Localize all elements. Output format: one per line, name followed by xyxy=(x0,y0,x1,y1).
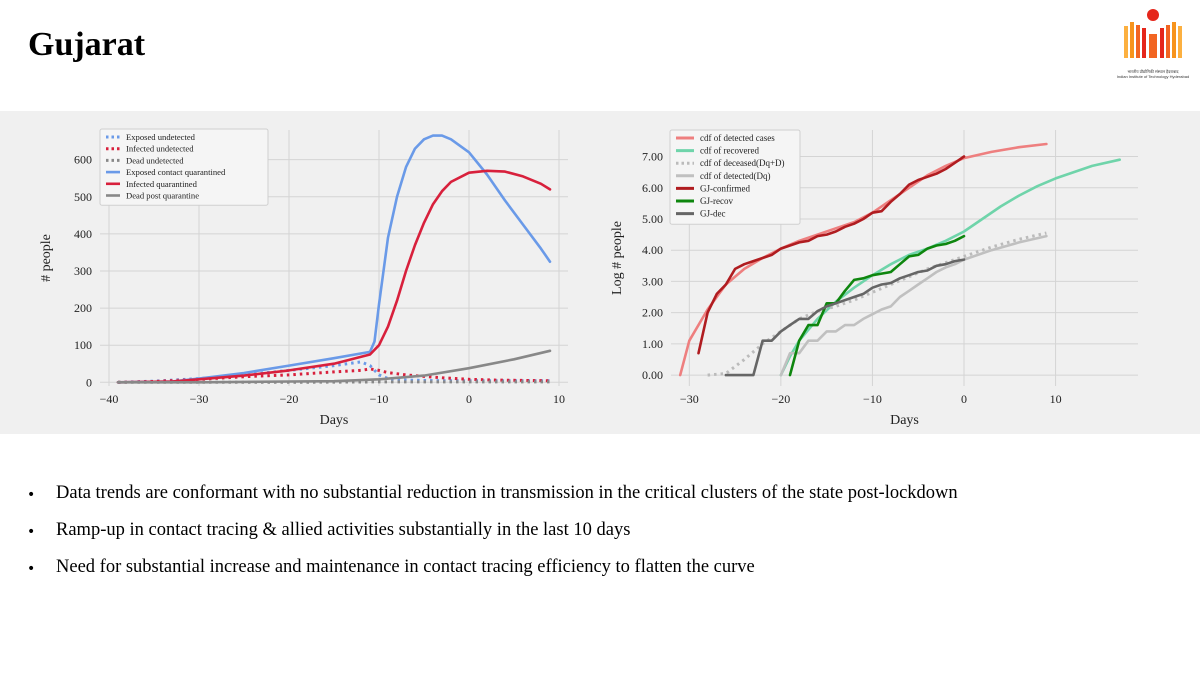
slide-title: Gujarat xyxy=(28,26,146,63)
x-tick-label: 10 xyxy=(553,392,565,406)
y-tick-label: 100 xyxy=(74,338,92,352)
y-tick-label: 6.00 xyxy=(642,181,663,195)
legend-label: Dead post quarantine xyxy=(126,191,199,201)
bullet-text: Need for substantial increase and mainte… xyxy=(56,557,755,577)
bullet-text: Data trends are conformant with no subst… xyxy=(56,483,958,503)
iith-logo: भारतीय प्रौद्योगिकी संस्थान हैदराबाद Ind… xyxy=(1116,8,1190,79)
series-line-cdf-of-deceased-dq-d xyxy=(707,231,1047,377)
series-line-infected-quarantined xyxy=(116,169,552,384)
legend-label: GJ-recov xyxy=(700,196,733,206)
legend-box xyxy=(99,128,269,206)
x-tick-label: −10 xyxy=(863,392,882,406)
x-axis-label: Days xyxy=(890,413,919,428)
legend-box xyxy=(669,129,801,225)
y-tick-label: 300 xyxy=(74,264,92,278)
bullet-list: • Data trends are conformant with no subs… xyxy=(27,483,1187,594)
bullet-item: • Ramp-up in contact tracing & allied act… xyxy=(27,520,1187,541)
legend-label: GJ-confirmed xyxy=(700,183,750,193)
y-tick-label: 1.00 xyxy=(642,337,663,351)
series-line-gj-dec xyxy=(724,258,966,377)
y-tick-label: 200 xyxy=(74,301,92,315)
left-chart: −40 −30 −20 −10 0 100100200300400500600Days# … xyxy=(39,128,568,428)
legend-label: cdf of recovered xyxy=(700,146,759,156)
iith-logo-mark xyxy=(1124,9,1182,58)
y-tick-label: 500 xyxy=(74,190,92,204)
bullet-dot-icon: • xyxy=(27,561,36,577)
y-tick-label: 400 xyxy=(74,227,92,241)
x-tick-label: −20 xyxy=(280,392,299,406)
series-line-gj-confirmed xyxy=(697,155,966,355)
y-tick-label: 3.00 xyxy=(642,274,663,288)
legend-label: Infected undetected xyxy=(126,144,194,154)
y-tick-label: 0.00 xyxy=(642,368,663,382)
legend-label: Exposed contact quarantined xyxy=(126,167,226,177)
legend-label: cdf of detected(Dq) xyxy=(700,171,770,181)
y-tick-label: 5.00 xyxy=(642,212,663,226)
x-tick-label: 0 xyxy=(961,392,967,406)
legend-label: cdf of deceased(Dq+D) xyxy=(700,158,785,168)
bullet-dot-icon: • xyxy=(27,487,36,503)
x-tick-label: −30 xyxy=(190,392,209,406)
y-axis-label: # people xyxy=(39,234,54,282)
y-tick-label: 2.00 xyxy=(642,306,663,320)
series-line-cdf-of-detected-dq xyxy=(779,234,1048,377)
series-line-dead-post-quarantine xyxy=(116,349,552,384)
legend-label: Exposed undetected xyxy=(126,132,196,142)
legend: cdf of detected cases cdf of recovered cdf… xyxy=(669,129,801,225)
legend-label: Dead undetected xyxy=(126,155,184,165)
series-line-gj-recov xyxy=(788,234,966,377)
x-tick-label: −40 xyxy=(100,392,119,406)
legend-label: Infected quarantined xyxy=(126,179,198,189)
x-tick-label: 10 xyxy=(1050,392,1062,406)
x-tick-label: −10 xyxy=(370,392,389,406)
x-tick-label: −20 xyxy=(771,392,790,406)
y-tick-label: 4.00 xyxy=(642,243,663,257)
logo-text-english: Indian Institute of Technology Hyderabad xyxy=(1116,74,1190,79)
x-tick-label: 0 xyxy=(466,392,472,406)
bullet-item: • Need for substantial increase and maint… xyxy=(27,557,1187,578)
legend-label: GJ-dec xyxy=(700,209,726,219)
right-chart: −30 −20 −10 0 10 0.00 1.00 2.00 3.00 4.00 5.00 6.00… xyxy=(610,129,1138,428)
y-axis-label: Log # people xyxy=(610,221,625,295)
bullet-text: Ramp-up in contact tracing & allied acti… xyxy=(56,520,631,540)
legend-label: cdf of detected cases xyxy=(700,133,775,143)
bullet-item: • Data trends are conformant with no subs… xyxy=(27,483,1187,504)
series-line-exposed-contact-quarantined xyxy=(116,134,552,384)
y-tick-label: 600 xyxy=(74,153,92,167)
y-tick-label: 0 xyxy=(86,375,92,389)
y-tick-label: 7.00 xyxy=(642,150,663,164)
x-axis-label: Days xyxy=(320,413,349,428)
bullet-dot-icon: • xyxy=(27,524,36,540)
logo-text-hindi: भारतीय प्रौद्योगिकी संस्थान हैदराबाद xyxy=(1127,69,1179,74)
x-tick-label: −30 xyxy=(680,392,699,406)
